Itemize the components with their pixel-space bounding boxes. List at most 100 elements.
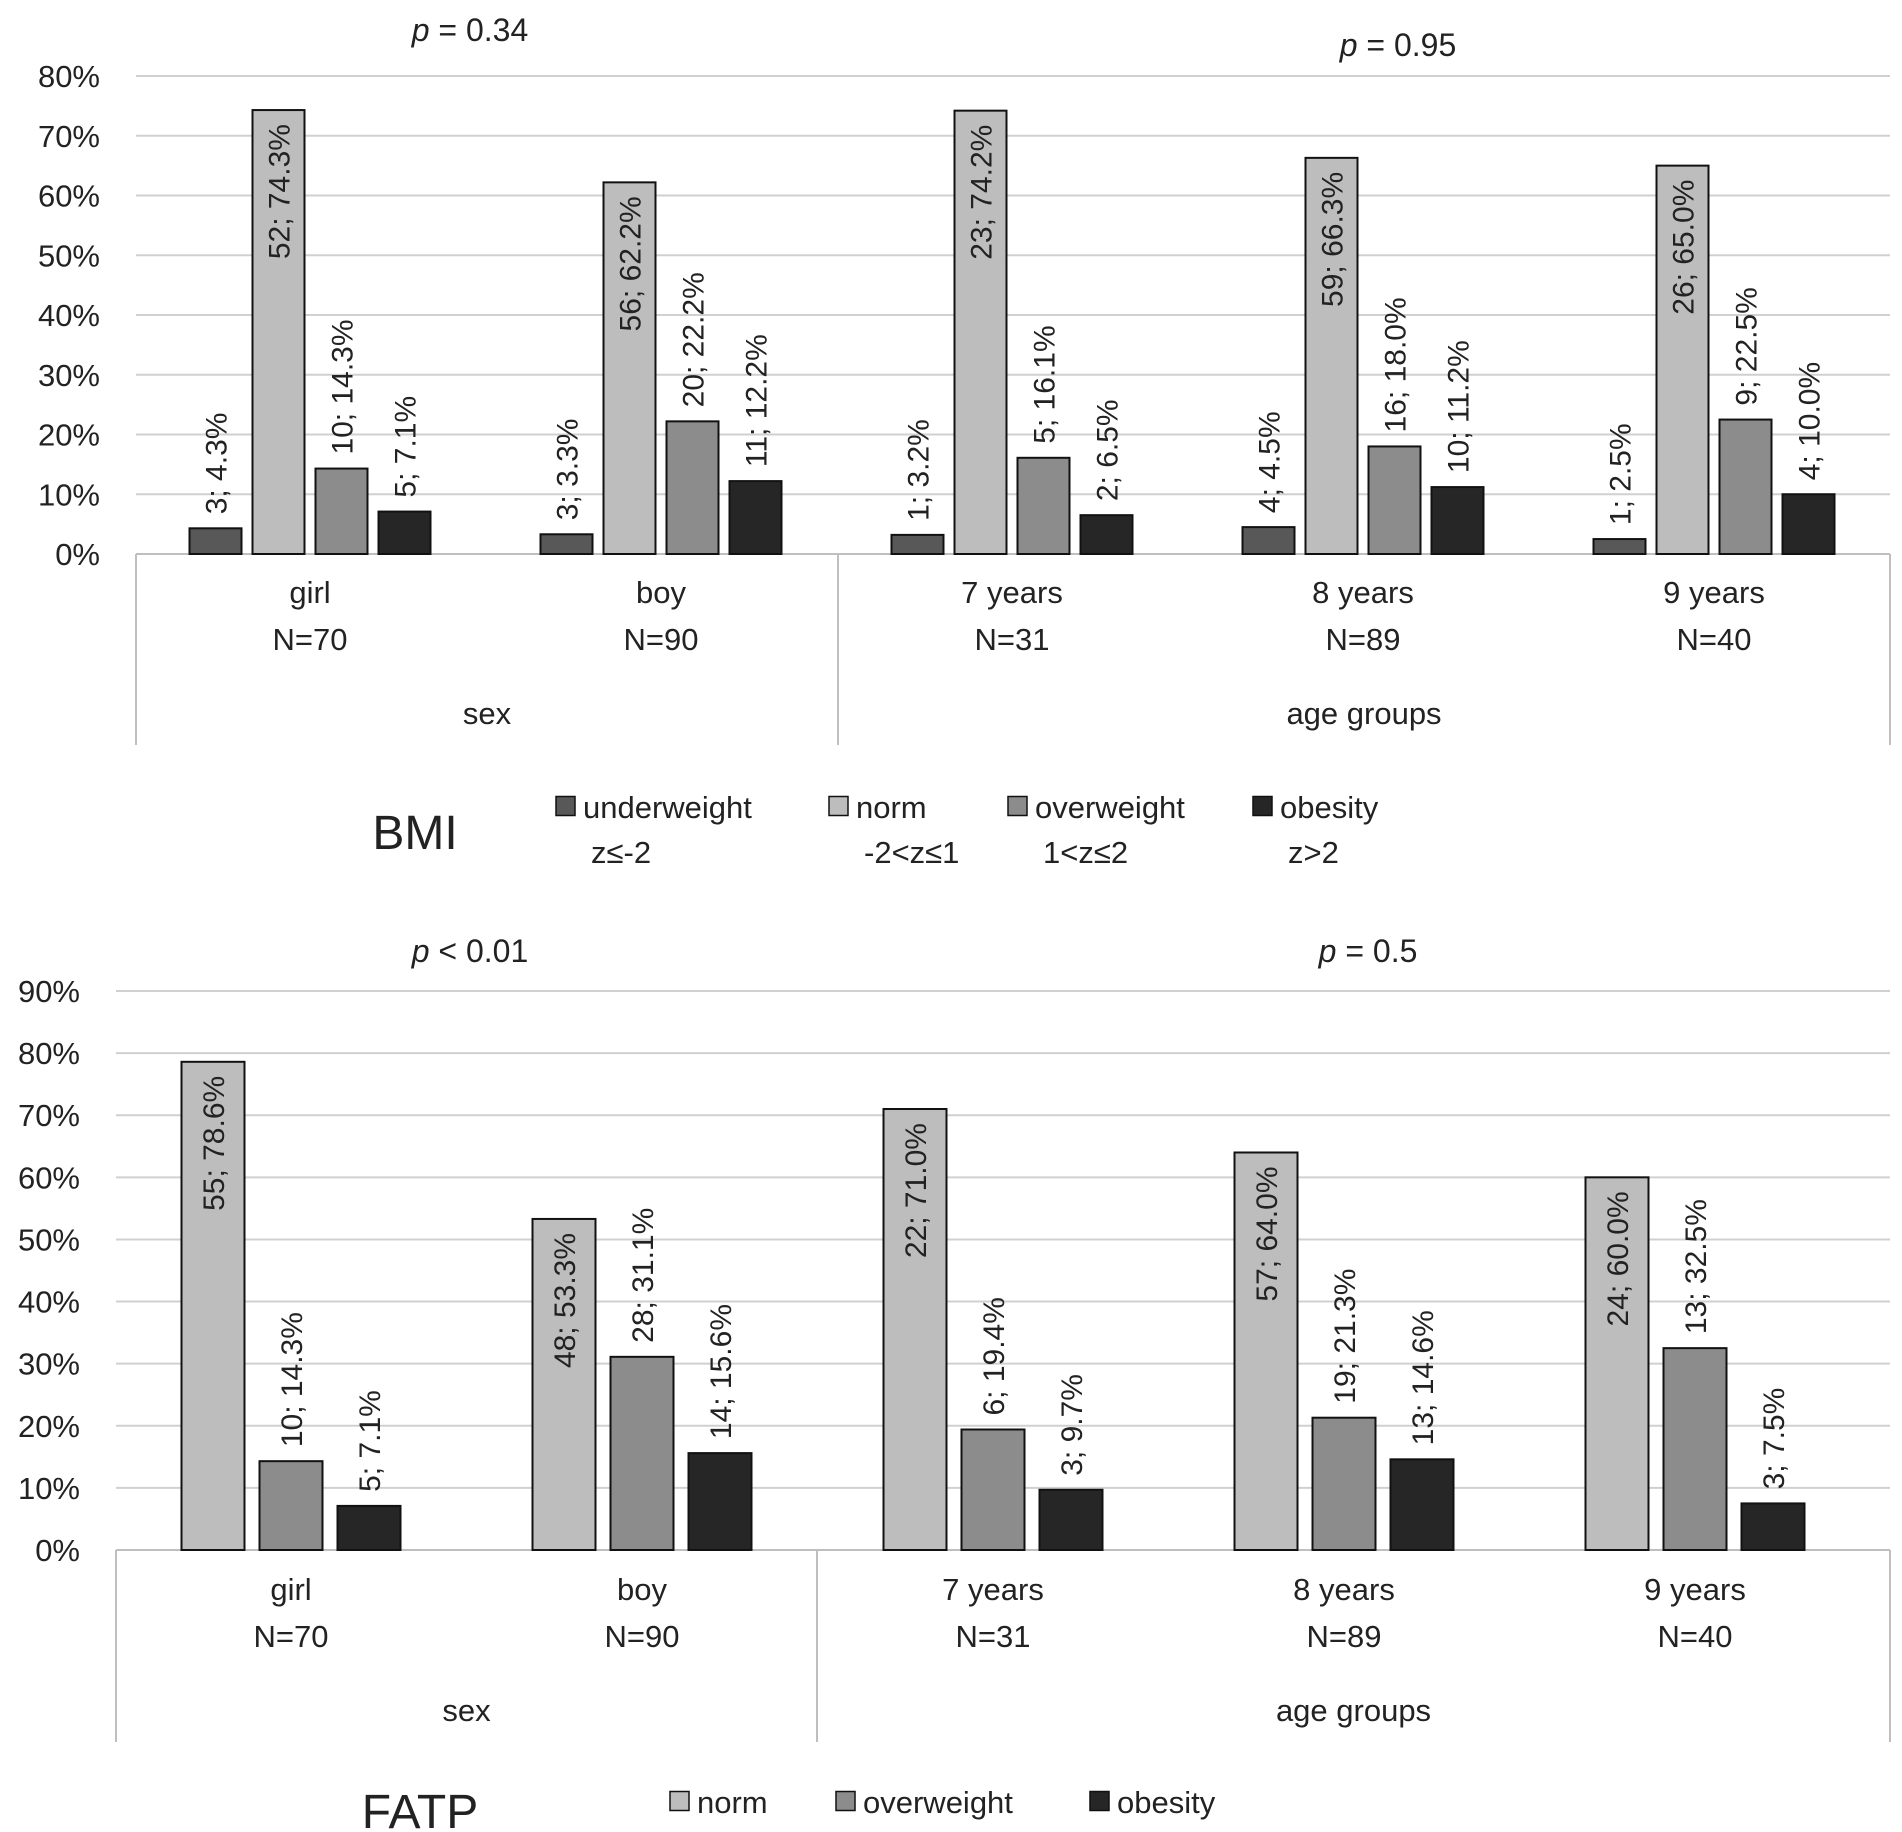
legend-label: norm: [697, 1785, 768, 1820]
bar-norm-boy: [602, 181, 657, 555]
bar-obesity-7-years: [1038, 1488, 1104, 1551]
data-label: 11; 12.2%: [741, 334, 774, 467]
data-label: 5; 7.1%: [354, 1390, 387, 1492]
y-tick-label: 50%: [18, 1222, 80, 1257]
category-label: 9 years: [1644, 1572, 1746, 1607]
data-label: 56; 62.2%: [615, 196, 648, 331]
category-n-label: N=70: [254, 1619, 329, 1654]
legend-label: obesity: [1117, 1785, 1216, 1820]
bar-obesity-8-years: [1389, 1458, 1455, 1551]
category-n-label: N=90: [624, 622, 699, 657]
bar-underweight-8-years: [1241, 526, 1296, 555]
chart-panel-bmi: 0% 10% 20% 30% 40% 50% 60% 70% 80% 3; 4.3% 52; 74.…: [38, 12, 1891, 870]
legend: norm overweight obesity: [669, 1785, 1216, 1820]
category-label: 8 years: [1293, 1572, 1395, 1607]
bar-norm-7-years: [882, 1108, 948, 1551]
data-label: 1; 2.5%: [1605, 423, 1638, 525]
legend-sublabel: 1<z≤2: [1043, 835, 1128, 870]
y-tick-label: 20%: [18, 1409, 80, 1444]
legend-swatch: [835, 1790, 856, 1812]
legend-sublabel: -2<z≤1: [864, 835, 959, 870]
category-label: 9 years: [1663, 575, 1765, 610]
y-tick-label: 40%: [18, 1285, 80, 1320]
legend-sublabel: z>2: [1288, 835, 1339, 870]
data-label: 2; 6.5%: [1092, 399, 1125, 501]
category-label: boy: [617, 1572, 667, 1607]
y-tick-label: 60%: [18, 1160, 80, 1195]
data-label: 48; 53.3%: [549, 1233, 582, 1368]
data-label: 5; 16.1%: [1029, 325, 1062, 443]
data-label: 19; 21.3%: [1329, 1269, 1362, 1404]
data-label: 22; 71.0%: [900, 1123, 933, 1258]
category-n-label: N=70: [273, 622, 348, 657]
category-label: girl: [270, 1572, 311, 1607]
bar-obesity-8-years: [1430, 486, 1485, 555]
legend-swatch: [555, 795, 576, 817]
bar-overweight-girl: [258, 1460, 324, 1552]
y-tick-label: 80%: [38, 59, 100, 94]
legend-swatch: [828, 795, 849, 817]
bar-overweight-7-years: [1016, 456, 1071, 555]
legend-swatch: [1252, 795, 1273, 817]
bar-underweight-9-years: [1592, 538, 1647, 555]
category-n-label: N=90: [605, 1619, 680, 1654]
data-label: 20; 22.2%: [678, 272, 711, 407]
data-label: 16; 18.0%: [1380, 297, 1413, 432]
category-label: boy: [636, 575, 686, 610]
bar-overweight-7-years: [960, 1428, 1026, 1551]
category-label: 7 years: [942, 1572, 1044, 1607]
bar-norm-9-years: [1655, 164, 1710, 555]
data-label: 57; 64.0%: [1251, 1166, 1284, 1301]
data-label: 3; 4.3%: [201, 413, 234, 515]
legend-item-underweight: underweight z≤-2: [555, 790, 752, 870]
bar-norm-9-years: [1584, 1176, 1650, 1552]
data-label: 10; 11.2%: [1443, 340, 1476, 473]
data-label: 52; 74.3%: [264, 124, 297, 259]
bar-underweight-boy: [539, 533, 594, 555]
data-label: 10; 14.3%: [327, 319, 360, 454]
data-label: 6; 19.4%: [978, 1297, 1011, 1415]
bar-overweight-girl: [314, 467, 369, 555]
data-label: 14; 15.6%: [705, 1304, 738, 1439]
group-label: age groups: [1286, 696, 1441, 731]
legend-item-overweight: overweight 1<z≤2: [1007, 790, 1185, 870]
bar-obesity-7-years: [1079, 514, 1134, 555]
legend-label: obesity: [1280, 790, 1379, 825]
data-label: 24; 60.0%: [1602, 1191, 1635, 1326]
y-tick-label: 10%: [38, 477, 100, 512]
bar-obesity-girl: [336, 1504, 402, 1552]
bar-overweight-boy: [665, 420, 720, 556]
y-tick-label: 0%: [55, 537, 100, 572]
bar-overweight-boy: [609, 1355, 675, 1552]
p-value-label: p = 0.34: [411, 12, 529, 48]
legend-swatch: [1089, 1790, 1110, 1812]
data-label: 28; 31.1%: [627, 1208, 660, 1343]
y-tick-label: 20%: [38, 418, 100, 453]
data-label: 9; 22.5%: [1731, 287, 1764, 405]
bar-norm-8-years: [1233, 1151, 1299, 1551]
legend-item-obesity: obesity z>2: [1252, 790, 1379, 870]
bar-norm-girl: [251, 109, 306, 556]
data-label: 13; 14.6%: [1407, 1310, 1440, 1445]
bar-obesity-boy: [687, 1452, 753, 1552]
data-label: 4; 4.5%: [1254, 411, 1287, 513]
bar-norm-boy: [531, 1217, 597, 1551]
y-tick-label: 0%: [35, 1533, 80, 1568]
category-label: 7 years: [961, 575, 1063, 610]
bar-obesity-boy: [728, 480, 783, 556]
group-label: age groups: [1276, 1693, 1431, 1728]
category-n-label: N=31: [956, 1619, 1031, 1654]
y-tick-label: 30%: [38, 358, 100, 393]
category-n-label: N=40: [1677, 622, 1752, 657]
data-label: 26; 65.0%: [1668, 180, 1701, 315]
y-tick-label: 70%: [18, 1098, 80, 1133]
bar-obesity-9-years: [1781, 493, 1836, 555]
group-label: sex: [463, 696, 512, 731]
bar-norm-girl: [180, 1060, 246, 1551]
y-tick-label: 50%: [38, 238, 100, 273]
group-label: sex: [442, 1693, 491, 1728]
data-label: 5; 7.1%: [390, 396, 423, 498]
bar-underweight-girl: [188, 527, 243, 555]
bar-obesity-girl: [377, 510, 432, 556]
